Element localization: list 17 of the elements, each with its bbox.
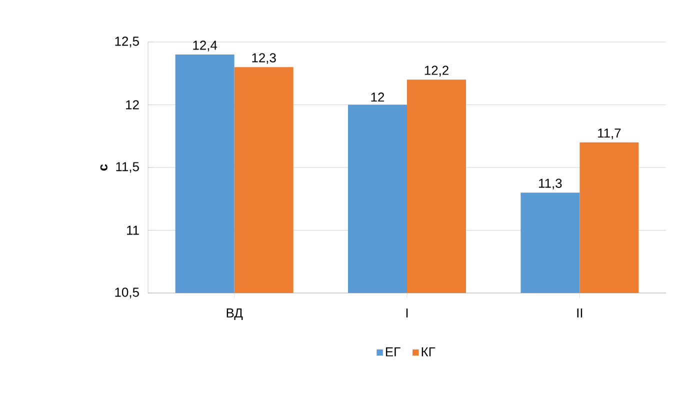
y-tick-label: 11 — [127, 226, 139, 235]
legend-label: КГ — [422, 347, 436, 356]
x-tick-label: ВД — [226, 308, 243, 320]
y-tick-label: 11,5 — [116, 162, 139, 173]
data-label: 12,4 — [193, 40, 218, 52]
x-tick-label: II — [577, 308, 582, 318]
data-label: 12,3 — [252, 53, 276, 64]
legend-label: ЕГ — [386, 347, 400, 356]
data-label: 11,7 — [598, 128, 621, 140]
data-label: 12,2 — [424, 66, 448, 76]
data-label: 11,3 — [539, 178, 562, 190]
x-tick-label: I — [406, 308, 408, 318]
y-tick-label: 10,5 — [115, 288, 139, 298]
y-axis-title: с — [100, 164, 108, 171]
data-label: 12 — [371, 92, 384, 102]
y-tick-label: 12,5 — [115, 36, 139, 48]
y-tick-label: 12 — [126, 100, 139, 110]
